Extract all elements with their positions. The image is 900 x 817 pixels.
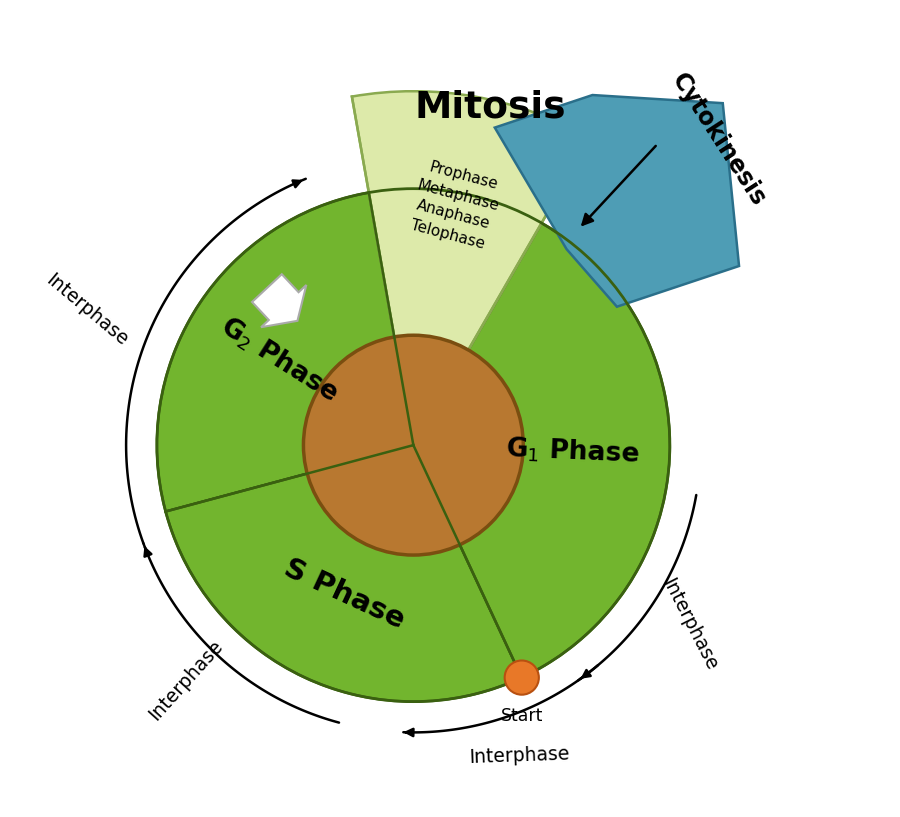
- Wedge shape: [166, 445, 522, 702]
- Text: G$_1$ Phase: G$_1$ Phase: [505, 435, 640, 469]
- Polygon shape: [495, 95, 739, 306]
- Circle shape: [505, 660, 539, 694]
- Text: Interphase: Interphase: [658, 576, 721, 674]
- Text: Prophase
Metaphase
Anaphase
Telophase: Prophase Metaphase Anaphase Telophase: [405, 158, 506, 253]
- Wedge shape: [413, 223, 670, 677]
- Text: Interphase: Interphase: [145, 636, 227, 724]
- Wedge shape: [352, 92, 590, 445]
- Wedge shape: [157, 193, 413, 511]
- Text: Start: Start: [500, 707, 543, 725]
- Polygon shape: [252, 275, 306, 327]
- Text: S Phase: S Phase: [279, 554, 409, 634]
- Text: G$_2$ Phase: G$_2$ Phase: [215, 312, 343, 408]
- Text: Mitosis: Mitosis: [415, 89, 566, 125]
- Circle shape: [303, 335, 523, 555]
- Text: Cytokinesis: Cytokinesis: [667, 69, 770, 211]
- Text: Interphase: Interphase: [468, 745, 570, 767]
- Text: Interphase: Interphase: [42, 270, 131, 350]
